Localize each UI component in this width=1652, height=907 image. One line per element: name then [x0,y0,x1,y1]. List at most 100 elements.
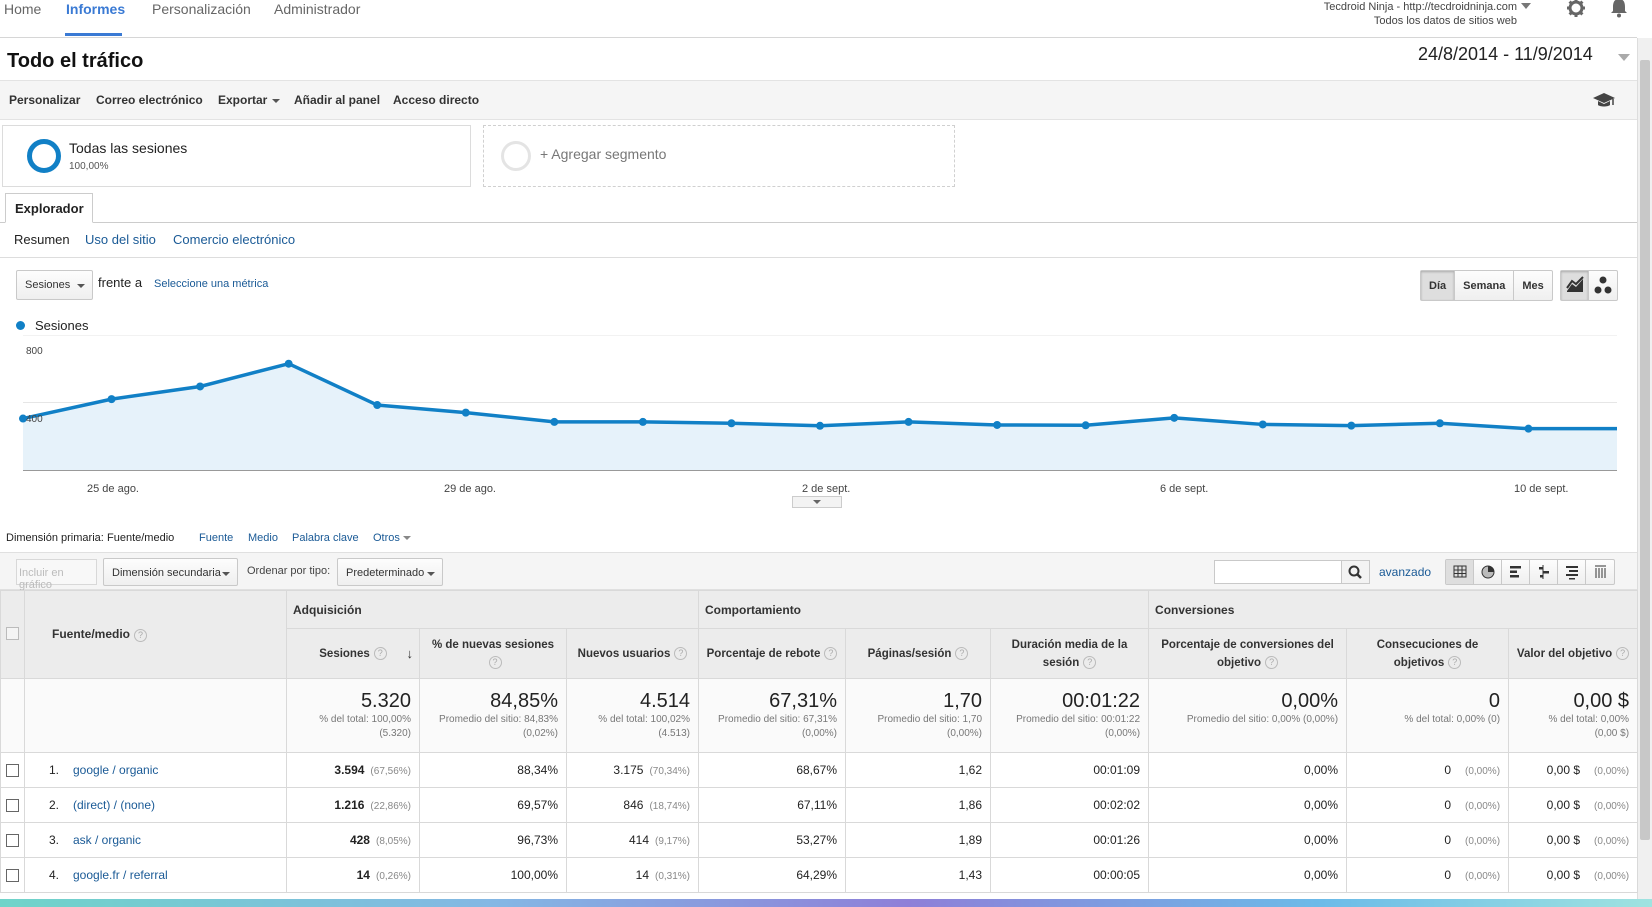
row-checkbox[interactable] [6,764,19,778]
nav-reports[interactable]: Informes [66,1,126,17]
subtab-ecommerce[interactable]: Comercio electrónico [173,232,296,247]
chevron-down-icon [427,572,435,576]
help-icon[interactable]: ? [1083,655,1097,669]
chevron-down-icon [1521,3,1531,9]
source-link[interactable]: google / organic [73,763,159,777]
column-header-conv-rate[interactable]: Porcentaje de conversiones del objetivo? [1148,628,1348,679]
pivot-view-button[interactable] [1586,560,1614,584]
source-link[interactable]: google.fr / referral [73,868,168,882]
subtab-site-usage[interactable]: Uso del sitio [85,232,156,247]
help-icon[interactable]: ? [955,646,969,660]
column-header-completions[interactable]: Consecuciones de objetivos? [1346,628,1510,679]
comparison-view-button[interactable] [1530,560,1558,584]
segment-all-sessions[interactable]: Todas las sesiones 100,00% [2,125,471,187]
new-users-value: 3.175 [613,763,644,777]
add-segment-button[interactable]: + Agregar segmento [483,125,955,187]
column-header-new-sessions[interactable]: % de nuevas sesiones? [419,628,567,679]
select-all-checkbox[interactable] [6,626,19,640]
nav-admin[interactable]: Administrador [274,1,361,17]
table-view-group [1445,559,1615,585]
completions-pct: (0,00%) [1465,766,1501,777]
tab-explorer[interactable]: Explorador [5,193,93,223]
column-header-duration[interactable]: Duración media de la sesión? [990,628,1150,679]
scrollbar-thumb[interactable] [1640,60,1650,840]
column-header-bounce[interactable]: Porcentaje de rebote? [698,628,847,679]
help-icon[interactable]: ? [674,646,688,660]
source-link[interactable]: ask / organic [73,833,142,847]
pivot-icon [1595,565,1606,578]
table-view-button[interactable] [1446,560,1474,584]
help-icon[interactable]: ? [488,655,502,669]
term-cloud-view-button[interactable] [1558,560,1586,584]
help-icon[interactable]: ? [1616,646,1630,660]
dimension-other[interactable]: Otros [373,532,411,544]
pie-view-button[interactable] [1474,560,1502,584]
row-checkbox[interactable] [6,799,19,813]
day-button[interactable]: Día [1421,271,1456,300]
pages-cell: 1,89 [845,822,992,858]
help-icon[interactable]: ? [134,628,148,642]
column-header-source[interactable]: Fuente/medio? [24,590,287,679]
conv-rate-cell: 0,00% [1148,822,1348,858]
total-value: 0 [1488,690,1501,712]
sessions-chart[interactable] [0,335,1620,485]
search-input[interactable] [1219,565,1339,579]
secondary-dimension-select[interactable]: Dimensión secundaria [103,558,238,586]
new-users-pct: (9,17%) [655,836,691,847]
source-link[interactable]: (direct) / (none) [73,798,156,812]
month-button[interactable]: Mes [1522,280,1544,292]
gear-icon[interactable] [1566,0,1586,18]
motion-chart-button[interactable] [1589,271,1617,300]
bell-icon[interactable] [1610,0,1628,18]
pie-chart-icon [1481,565,1495,579]
sessions-pct: (8,05%) [375,836,411,847]
chevron-down-icon [1618,54,1630,61]
goal-value-pct: (0,00%) [1594,801,1630,812]
advanced-filter-link[interactable]: avanzado [1379,565,1432,579]
account-selector[interactable]: Tecdroid Ninja - http://tecdroidninja.co… [1324,0,1531,28]
report-table: Fuente/medio? Adquisición Comportamiento… [0,590,1639,893]
graduation-cap-icon[interactable] [1592,91,1616,109]
export-button[interactable]: Exportar [218,93,281,107]
column-header-new-users[interactable]: Nuevos usuarios? [565,628,700,679]
data-point [1170,413,1179,422]
column-header-sessions[interactable]: Sesiones? ↓ [286,628,420,679]
dimension-medium[interactable]: Medio [248,532,278,544]
performance-view-button[interactable] [1502,560,1530,584]
total-value: 67,31% [769,690,838,712]
customize-button[interactable]: Personalizar [9,93,81,107]
sort-type-select[interactable]: Predeterminado [337,558,443,586]
week-button[interactable]: Semana [1455,271,1515,300]
nav-customization[interactable]: Personalización [152,1,251,17]
help-icon[interactable]: ? [1448,655,1462,669]
goal-value-value: 0,00 $ [1546,798,1581,812]
vertical-scrollbar[interactable] [1637,38,1652,907]
chart-resize-handle[interactable] [792,496,842,508]
total-pages: 1,70 Promedio del sitio: 1,70 (0,00%) [845,678,992,753]
total-sub: Promedio del sitio: 0,00% (0,00%) [1186,714,1339,725]
plot-rows-button[interactable]: Incluir en gráfico [16,559,97,591]
row-checkbox[interactable] [6,869,19,883]
metric-select[interactable]: Sesiones [16,270,93,300]
email-button[interactable]: Correo electrónico [96,93,203,107]
help-icon[interactable]: ? [824,646,838,660]
column-header-goal-value[interactable]: Valor del objetivo? [1508,628,1639,679]
total-sub: (0,00%) [1105,728,1141,739]
search-button[interactable] [1341,561,1369,583]
row-checkbox[interactable] [6,834,19,848]
column-header-pages[interactable]: Páginas/sesión? [845,628,992,679]
total-sub: % del total: 0,00% (0) [1404,714,1501,725]
subtab-summary[interactable]: Resumen [14,232,70,247]
chart-type-group [1560,270,1618,301]
line-chart-button[interactable] [1561,271,1589,300]
help-icon[interactable]: ? [373,646,387,660]
select-metric-link[interactable]: Seleccione una métrica [154,278,269,290]
nav-home[interactable]: Home [4,1,42,17]
help-icon[interactable]: ? [1265,655,1279,669]
sessions-cell: 1.216 (22,86%) [286,787,420,823]
dimension-source[interactable]: Fuente [199,532,234,544]
date-range-picker[interactable]: 24/8/2014 - 11/9/2014 [1418,44,1630,65]
shortcut-button[interactable]: Acceso directo [393,93,480,107]
dimension-keyword[interactable]: Palabra clave [292,532,359,544]
add-dashboard-button[interactable]: Añadir al panel [294,93,381,107]
